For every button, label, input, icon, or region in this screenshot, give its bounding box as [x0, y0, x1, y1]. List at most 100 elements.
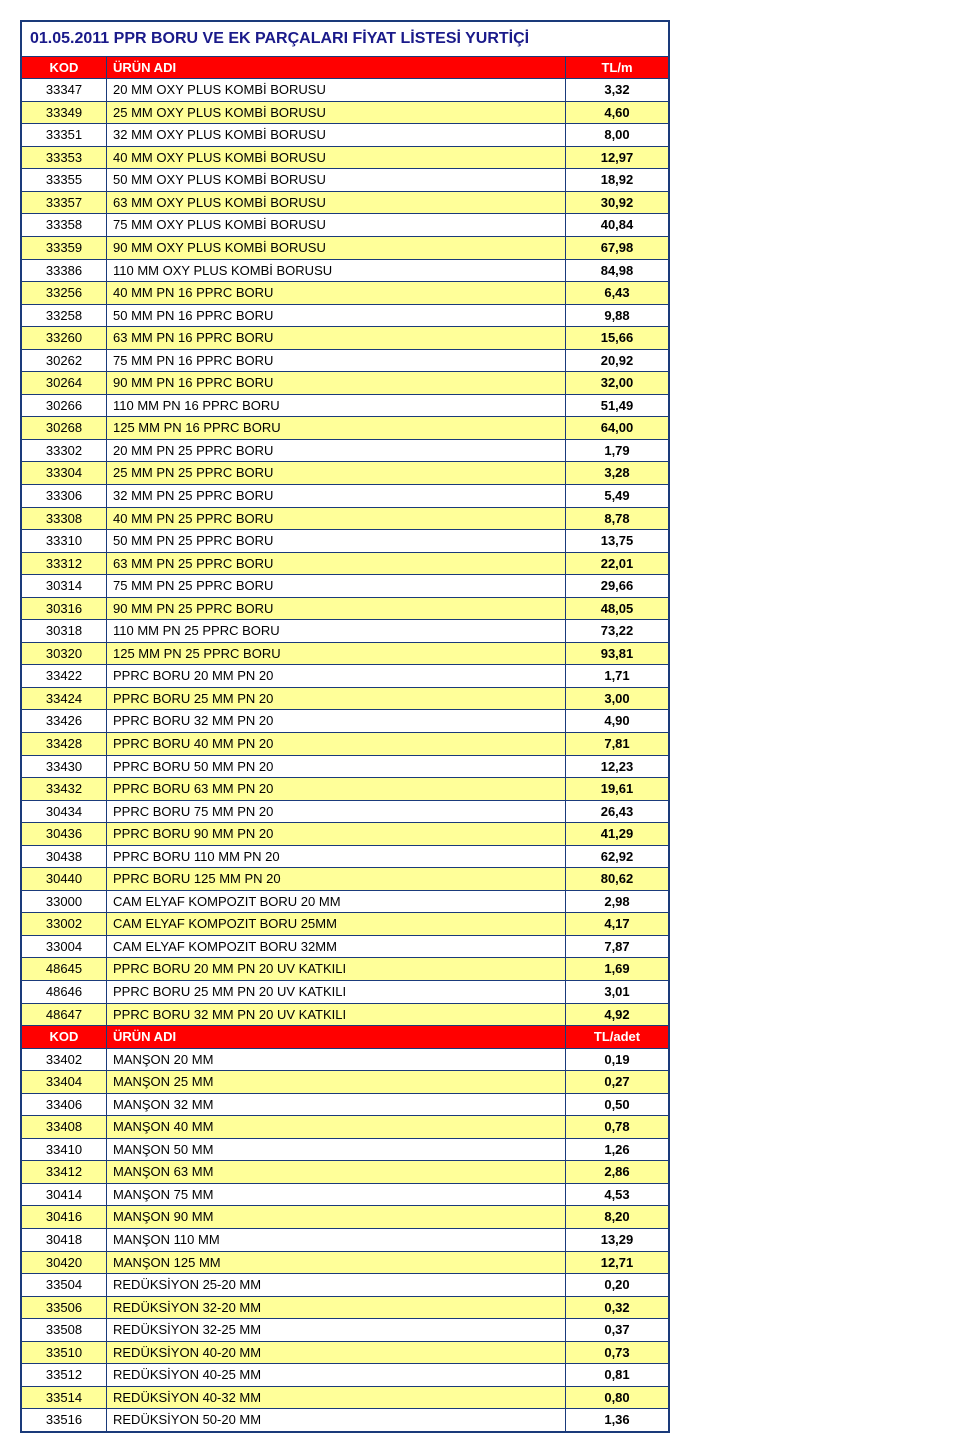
cell-code: 33424: [21, 687, 107, 710]
cell-name: PPRC BORU 40 MM PN 20: [107, 733, 566, 756]
cell-price: 84,98: [566, 259, 670, 282]
cell-code: 30440: [21, 868, 107, 891]
cell-code: 33408: [21, 1116, 107, 1139]
header-code: KOD: [21, 1026, 107, 1049]
cell-price: 3,32: [566, 79, 670, 102]
table-row: 3334720 MM OXY PLUS KOMBİ BORUSU3,32: [21, 79, 669, 102]
cell-price: 26,43: [566, 800, 670, 823]
cell-code: 30266: [21, 394, 107, 417]
table-row: 33404MANŞON 25 MM0,27: [21, 1071, 669, 1094]
cell-name: REDÜKSİYON 25-20 MM: [107, 1274, 566, 1297]
cell-code: 30314: [21, 575, 107, 598]
table-row: 30438PPRC BORU 110 MM PN 2062,92: [21, 845, 669, 868]
cell-name: REDÜKSİYON 40-20 MM: [107, 1341, 566, 1364]
table-row: 3330220 MM PN 25 PPRC BORU1,79: [21, 439, 669, 462]
table-row: 33506REDÜKSİYON 32-20 MM0,32: [21, 1296, 669, 1319]
table-row: 48646PPRC BORU 25 MM PN 20 UV KATKILI3,0…: [21, 981, 669, 1004]
cell-price: 1,71: [566, 665, 670, 688]
cell-price: 0,80: [566, 1386, 670, 1409]
cell-name: 75 MM OXY PLUS KOMBİ BORUSU: [107, 214, 566, 237]
cell-code: 30436: [21, 823, 107, 846]
cell-code: 30262: [21, 349, 107, 372]
cell-price: 12,97: [566, 146, 670, 169]
cell-code: 33000: [21, 890, 107, 913]
cell-price: 4,92: [566, 1003, 670, 1026]
cell-name: 125 MM PN 25 PPRC BORU: [107, 642, 566, 665]
cell-name: PPRC BORU 50 MM PN 20: [107, 755, 566, 778]
cell-name: PPRC BORU 25 MM PN 20 UV KATKILI: [107, 981, 566, 1004]
cell-code: 33506: [21, 1296, 107, 1319]
cell-name: PPRC BORU 32 MM PN 20 UV KATKILI: [107, 1003, 566, 1026]
table-row: 33424PPRC BORU 25 MM PN 203,00: [21, 687, 669, 710]
cell-price: 12,71: [566, 1251, 670, 1274]
cell-price: 0,50: [566, 1093, 670, 1116]
header-name: ÜRÜN ADI: [107, 1026, 566, 1049]
cell-name: 90 MM PN 25 PPRC BORU: [107, 597, 566, 620]
cell-code: 33359: [21, 236, 107, 259]
table-row: 33514REDÜKSİYON 40-32 MM0,80: [21, 1386, 669, 1409]
cell-price: 5,49: [566, 484, 670, 507]
cell-name: 20 MM PN 25 PPRC BORU: [107, 439, 566, 462]
table-row: 3330425 MM PN 25 PPRC BORU3,28: [21, 462, 669, 485]
cell-code: 30268: [21, 417, 107, 440]
cell-price: 0,81: [566, 1364, 670, 1387]
cell-price: 0,20: [566, 1274, 670, 1297]
cell-code: 33302: [21, 439, 107, 462]
cell-name: 32 MM PN 25 PPRC BORU: [107, 484, 566, 507]
cell-code: 30414: [21, 1183, 107, 1206]
cell-name: PPRC BORU 125 MM PN 20: [107, 868, 566, 891]
table-row: 30268125 MM PN 16 PPRC BORU64,00: [21, 417, 669, 440]
table-row: 33508REDÜKSİYON 32-25 MM0,37: [21, 1319, 669, 1342]
cell-name: PPRC BORU 110 MM PN 20: [107, 845, 566, 868]
cell-price: 18,92: [566, 169, 670, 192]
table-row: 33422PPRC BORU 20 MM PN 201,71: [21, 665, 669, 688]
table-row: 3330632 MM PN 25 PPRC BORU5,49: [21, 484, 669, 507]
cell-name: CAM ELYAF KOMPOZIT BORU 20 MM: [107, 890, 566, 913]
cell-name: PPRC BORU 75 MM PN 20: [107, 800, 566, 823]
cell-code: 33510: [21, 1341, 107, 1364]
cell-price: 0,27: [566, 1071, 670, 1094]
cell-code: 33432: [21, 778, 107, 801]
cell-price: 64,00: [566, 417, 670, 440]
cell-name: 40 MM OXY PLUS KOMBİ BORUSU: [107, 146, 566, 169]
cell-code: 33310: [21, 530, 107, 553]
table-row: 3334925 MM OXY PLUS KOMBİ BORUSU4,60: [21, 101, 669, 124]
table-row: 33004CAM ELYAF KOMPOZIT BORU 32MM7,87: [21, 935, 669, 958]
header-price: TL/adet: [566, 1026, 670, 1049]
cell-name: CAM ELYAF KOMPOZIT BORU 32MM: [107, 935, 566, 958]
cell-code: 30264: [21, 372, 107, 395]
cell-price: 1,36: [566, 1409, 670, 1432]
table-row: 48645PPRC BORU 20 MM PN 20 UV KATKILI1,6…: [21, 958, 669, 981]
cell-code: 30420: [21, 1251, 107, 1274]
cell-price: 1,26: [566, 1138, 670, 1161]
cell-name: 40 MM PN 16 PPRC BORU: [107, 282, 566, 305]
cell-price: 8,78: [566, 507, 670, 530]
cell-price: 0,78: [566, 1116, 670, 1139]
cell-name: MANŞON 110 MM: [107, 1229, 566, 1252]
cell-code: 33428: [21, 733, 107, 756]
cell-code: 33260: [21, 327, 107, 350]
table-row: 3335763 MM OXY PLUS KOMBİ BORUSU30,92: [21, 191, 669, 214]
cell-price: 8,20: [566, 1206, 670, 1229]
cell-code: 33004: [21, 935, 107, 958]
table-row: 30436PPRC BORU 90 MM PN 2041,29: [21, 823, 669, 846]
cell-price: 80,62: [566, 868, 670, 891]
cell-price: 19,61: [566, 778, 670, 801]
cell-code: 30418: [21, 1229, 107, 1252]
cell-price: 30,92: [566, 191, 670, 214]
header-price: TL/m: [566, 56, 670, 79]
cell-name: REDÜKSİYON 40-32 MM: [107, 1386, 566, 1409]
table-row: 33516REDÜKSİYON 50-20 MM1,36: [21, 1409, 669, 1432]
table-row: 3331050 MM PN 25 PPRC BORU13,75: [21, 530, 669, 553]
cell-code: 30416: [21, 1206, 107, 1229]
table-row: 30414MANŞON 75 MM4,53: [21, 1183, 669, 1206]
section-header: KODÜRÜN ADITL/m: [21, 56, 669, 79]
cell-name: 50 MM PN 16 PPRC BORU: [107, 304, 566, 327]
table-row: 33386110 MM OXY PLUS KOMBİ BORUSU84,98: [21, 259, 669, 282]
cell-price: 0,32: [566, 1296, 670, 1319]
cell-price: 12,23: [566, 755, 670, 778]
cell-price: 3,28: [566, 462, 670, 485]
table-row: 33408MANŞON 40 MM0,78: [21, 1116, 669, 1139]
cell-code: 33351: [21, 124, 107, 147]
cell-code: 48646: [21, 981, 107, 1004]
